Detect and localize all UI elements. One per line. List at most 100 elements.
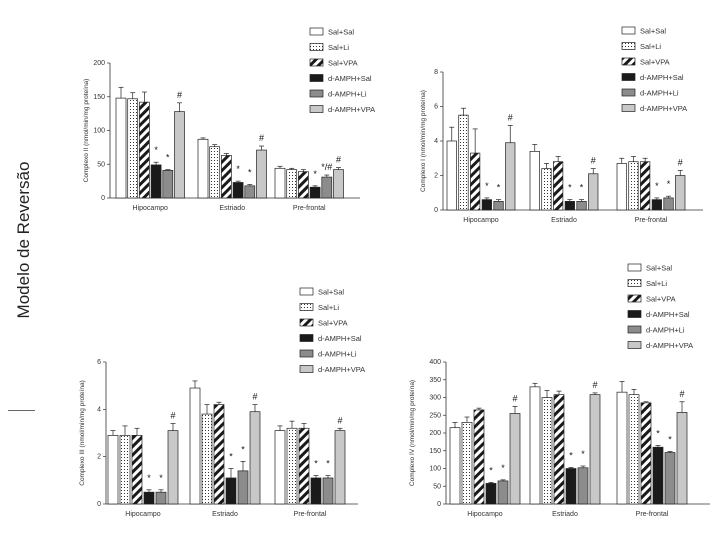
significance-mark: * xyxy=(569,450,573,460)
legend-swatch xyxy=(299,318,314,327)
bar-d-amph-vpa xyxy=(675,175,686,211)
bar-sal-li xyxy=(201,413,213,505)
significance-mark: * xyxy=(667,179,671,189)
y-axis-label: Complexo I (nmol/min/mg proteína) xyxy=(420,90,427,192)
x-tick-label: Hipocampo xyxy=(463,217,499,224)
legend-swatch xyxy=(621,42,636,50)
bar-sal-sal xyxy=(274,167,286,199)
bar-sal-sal xyxy=(616,163,627,211)
y-tick-label: 300 xyxy=(429,395,441,402)
legend-swatch xyxy=(299,365,314,373)
y-tick-label: 0 xyxy=(97,501,101,508)
bar-sal-vpa xyxy=(221,155,232,199)
bar-d-amph-li xyxy=(493,201,504,211)
bar-sal-sal xyxy=(616,391,628,505)
bar-d-amph-li xyxy=(244,185,256,199)
bar-d-amph-li xyxy=(155,491,167,505)
y-tick-label: 0 xyxy=(437,501,441,508)
legend-swatch xyxy=(299,334,314,342)
y-tick-label: 6 xyxy=(434,104,438,111)
bar-d-amph-sal xyxy=(310,477,322,505)
legend-label: d-AMPH+Sal xyxy=(328,74,372,83)
y-tick-label: 2 xyxy=(97,454,101,461)
significance-mark: # xyxy=(177,90,182,100)
legend-swatch xyxy=(621,26,636,35)
bar-sal-sal xyxy=(446,140,457,211)
bar-d-amph-vpa xyxy=(334,430,346,505)
bar-sal-li xyxy=(541,397,553,505)
significance-mark: * xyxy=(656,428,660,438)
bar-sal-sal xyxy=(115,97,127,199)
legend-swatch xyxy=(309,74,324,82)
significance-mark: * xyxy=(248,168,252,178)
bar-sal-vpa xyxy=(553,161,564,211)
bar-sal-vpa xyxy=(470,152,481,211)
significance-mark: * xyxy=(159,473,163,483)
x-tick-label: Hipocampo xyxy=(133,205,169,212)
significance-mark: # xyxy=(252,392,257,402)
bar-sal-sal xyxy=(449,427,461,505)
bar-d-amph-li xyxy=(322,477,334,505)
y-axis-label: Complexo III (nmol/min/mg proteína) xyxy=(79,380,86,485)
legend-label: d-AMPH+VPA xyxy=(318,365,365,374)
significance-mark: * xyxy=(236,164,240,174)
bar-sal-sal xyxy=(189,387,201,505)
significance-mark: * xyxy=(485,181,489,191)
bar-d-amph-sal xyxy=(232,182,244,199)
bar-d-amph-vpa xyxy=(588,173,599,211)
significance-mark: * xyxy=(314,459,318,469)
significance-mark: * xyxy=(568,183,572,193)
bar-sal-vpa xyxy=(553,394,565,505)
x-tick-label: Pre-frontal xyxy=(293,205,326,212)
x-tick-label: Hipocampo xyxy=(467,511,503,518)
legend-label: Sal+VPA xyxy=(646,295,676,304)
significance-mark: # xyxy=(591,156,596,166)
significance-mark: * xyxy=(313,169,317,179)
bar-sal-vpa xyxy=(139,101,150,199)
y-tick-label: 200 xyxy=(429,430,441,437)
bar-sal-sal xyxy=(529,386,541,505)
legend-label: Sal+Li xyxy=(640,42,661,51)
bar-d-amph-sal xyxy=(143,491,155,505)
legend-label: Sal+VPA xyxy=(328,59,358,68)
significance-mark: * xyxy=(489,465,493,475)
y-axis-label: Complexo II (nmol/min/mg proteína) xyxy=(83,79,90,183)
bar-d-amph-vpa xyxy=(174,111,185,199)
bar-d-amph-sal xyxy=(309,186,321,199)
y-tick-label: 6 xyxy=(97,359,101,366)
bar-sal-vpa xyxy=(640,161,651,211)
legend-label: d-AMPH+VPA xyxy=(646,341,693,350)
significance-mark: */# xyxy=(321,162,332,172)
bar-sal-li xyxy=(127,98,139,199)
bar-d-amph-vpa xyxy=(589,394,601,505)
bar-d-amph-sal xyxy=(481,199,492,211)
legend-label: d-AMPH+Li xyxy=(318,350,357,359)
bar-d-amph-li xyxy=(162,169,174,199)
legend-label: d-AMPH+VPA xyxy=(328,105,375,114)
legend: Sal+Sal Sal+Li Sal+VPA d-AMPH+Sal d-AMPH+Li d… xyxy=(299,288,365,374)
chart-4: 0 50 100 150 200 250 300 350 400 Complexo IV (nmo… xyxy=(409,264,710,518)
bar-sal-vpa xyxy=(213,404,225,505)
bar-sal-li xyxy=(209,146,221,199)
legend-swatch xyxy=(627,294,642,303)
legend-label: d-AMPH+Li xyxy=(640,89,679,98)
x-tick-label: Estriado xyxy=(219,205,245,212)
bar-sal-li xyxy=(119,435,131,505)
legend-swatch xyxy=(309,58,324,67)
significance-mark: # xyxy=(170,411,175,421)
bar-d-amph-sal xyxy=(652,446,664,505)
y-tick-label: 200 xyxy=(93,60,105,67)
legend-swatch xyxy=(627,341,642,349)
bar-sal-li xyxy=(628,161,639,211)
side-rule xyxy=(8,410,35,411)
significance-mark: * xyxy=(580,183,584,193)
significance-mark: * xyxy=(501,463,505,473)
bar-sal-vpa xyxy=(298,171,309,199)
bar-sal-sal xyxy=(197,138,209,199)
legend-swatch xyxy=(621,73,636,81)
significance-mark: * xyxy=(326,459,330,469)
bar-sal-li xyxy=(628,394,640,505)
y-tick-label: 50 xyxy=(97,161,105,168)
significance-mark: * xyxy=(241,444,245,454)
